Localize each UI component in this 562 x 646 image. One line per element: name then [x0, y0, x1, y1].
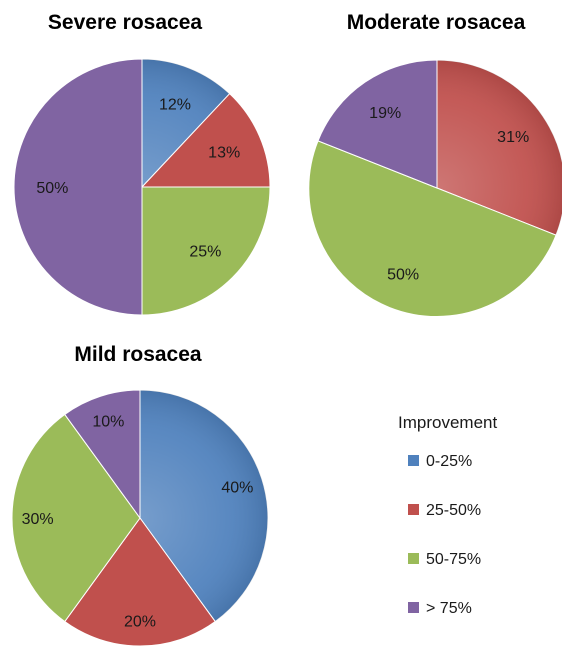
pie-2-label-50-75: 30%: [22, 511, 54, 528]
severe-rosacea-title: Severe rosacea: [48, 11, 202, 34]
legend-title: Improvement: [398, 413, 497, 432]
legend-label-0-25: 0-25%: [426, 453, 472, 470]
mild-rosacea-pie: Mild rosacea 40% 20% 30% 10%: [11, 343, 269, 646]
legend: Improvement 0-25% 25-50% 50-75% > 75%: [398, 413, 497, 617]
pie-0-slice-75: [13, 58, 143, 316]
moderate-rosacea-pie: Moderate rosacea 31% 50% 19%: [308, 11, 562, 317]
pie-0-label-25-50: 13%: [208, 144, 240, 161]
pie-0-slice-50-75: [141, 186, 271, 316]
legend-label-over-75: > 75%: [426, 600, 472, 617]
moderate-rosacea-title: Moderate rosacea: [347, 11, 526, 34]
pie-1-label-25-50: 31%: [497, 129, 529, 146]
pie-2-slice-75: [64, 389, 141, 520]
legend-swatch-25-50: [408, 504, 419, 515]
severe-rosacea-pie: Severe rosacea 12% 13% 25% 50%: [13, 11, 271, 316]
legend-swatch-0-25: [408, 455, 419, 466]
pie-2-label-0-25: 40%: [221, 479, 253, 496]
pie-0-label-0-25: 12%: [159, 97, 191, 114]
legend-swatch-over-75: [408, 602, 419, 613]
pie-1-label-50-75: 50%: [387, 267, 419, 284]
pie-1-slice-50-75: [308, 140, 557, 317]
pie-0-label-75: 50%: [36, 180, 68, 197]
legend-label-50-75: 50-75%: [426, 551, 481, 568]
mild-rosacea-title: Mild rosacea: [74, 343, 202, 366]
pie-2-label-75: 10%: [92, 414, 124, 431]
legend-swatch-50-75: [408, 553, 419, 564]
legend-label-25-50: 25-50%: [426, 502, 481, 519]
pie-2-label-25-50: 20%: [124, 613, 156, 630]
pie-1-slice-75: [317, 59, 438, 189]
pie-0-label-50-75: 25%: [189, 243, 221, 260]
pie-2-slice-50-75: [11, 413, 141, 623]
pie-1-label-75: 19%: [369, 105, 401, 122]
pie-0-slice-25-50: [140, 92, 271, 188]
